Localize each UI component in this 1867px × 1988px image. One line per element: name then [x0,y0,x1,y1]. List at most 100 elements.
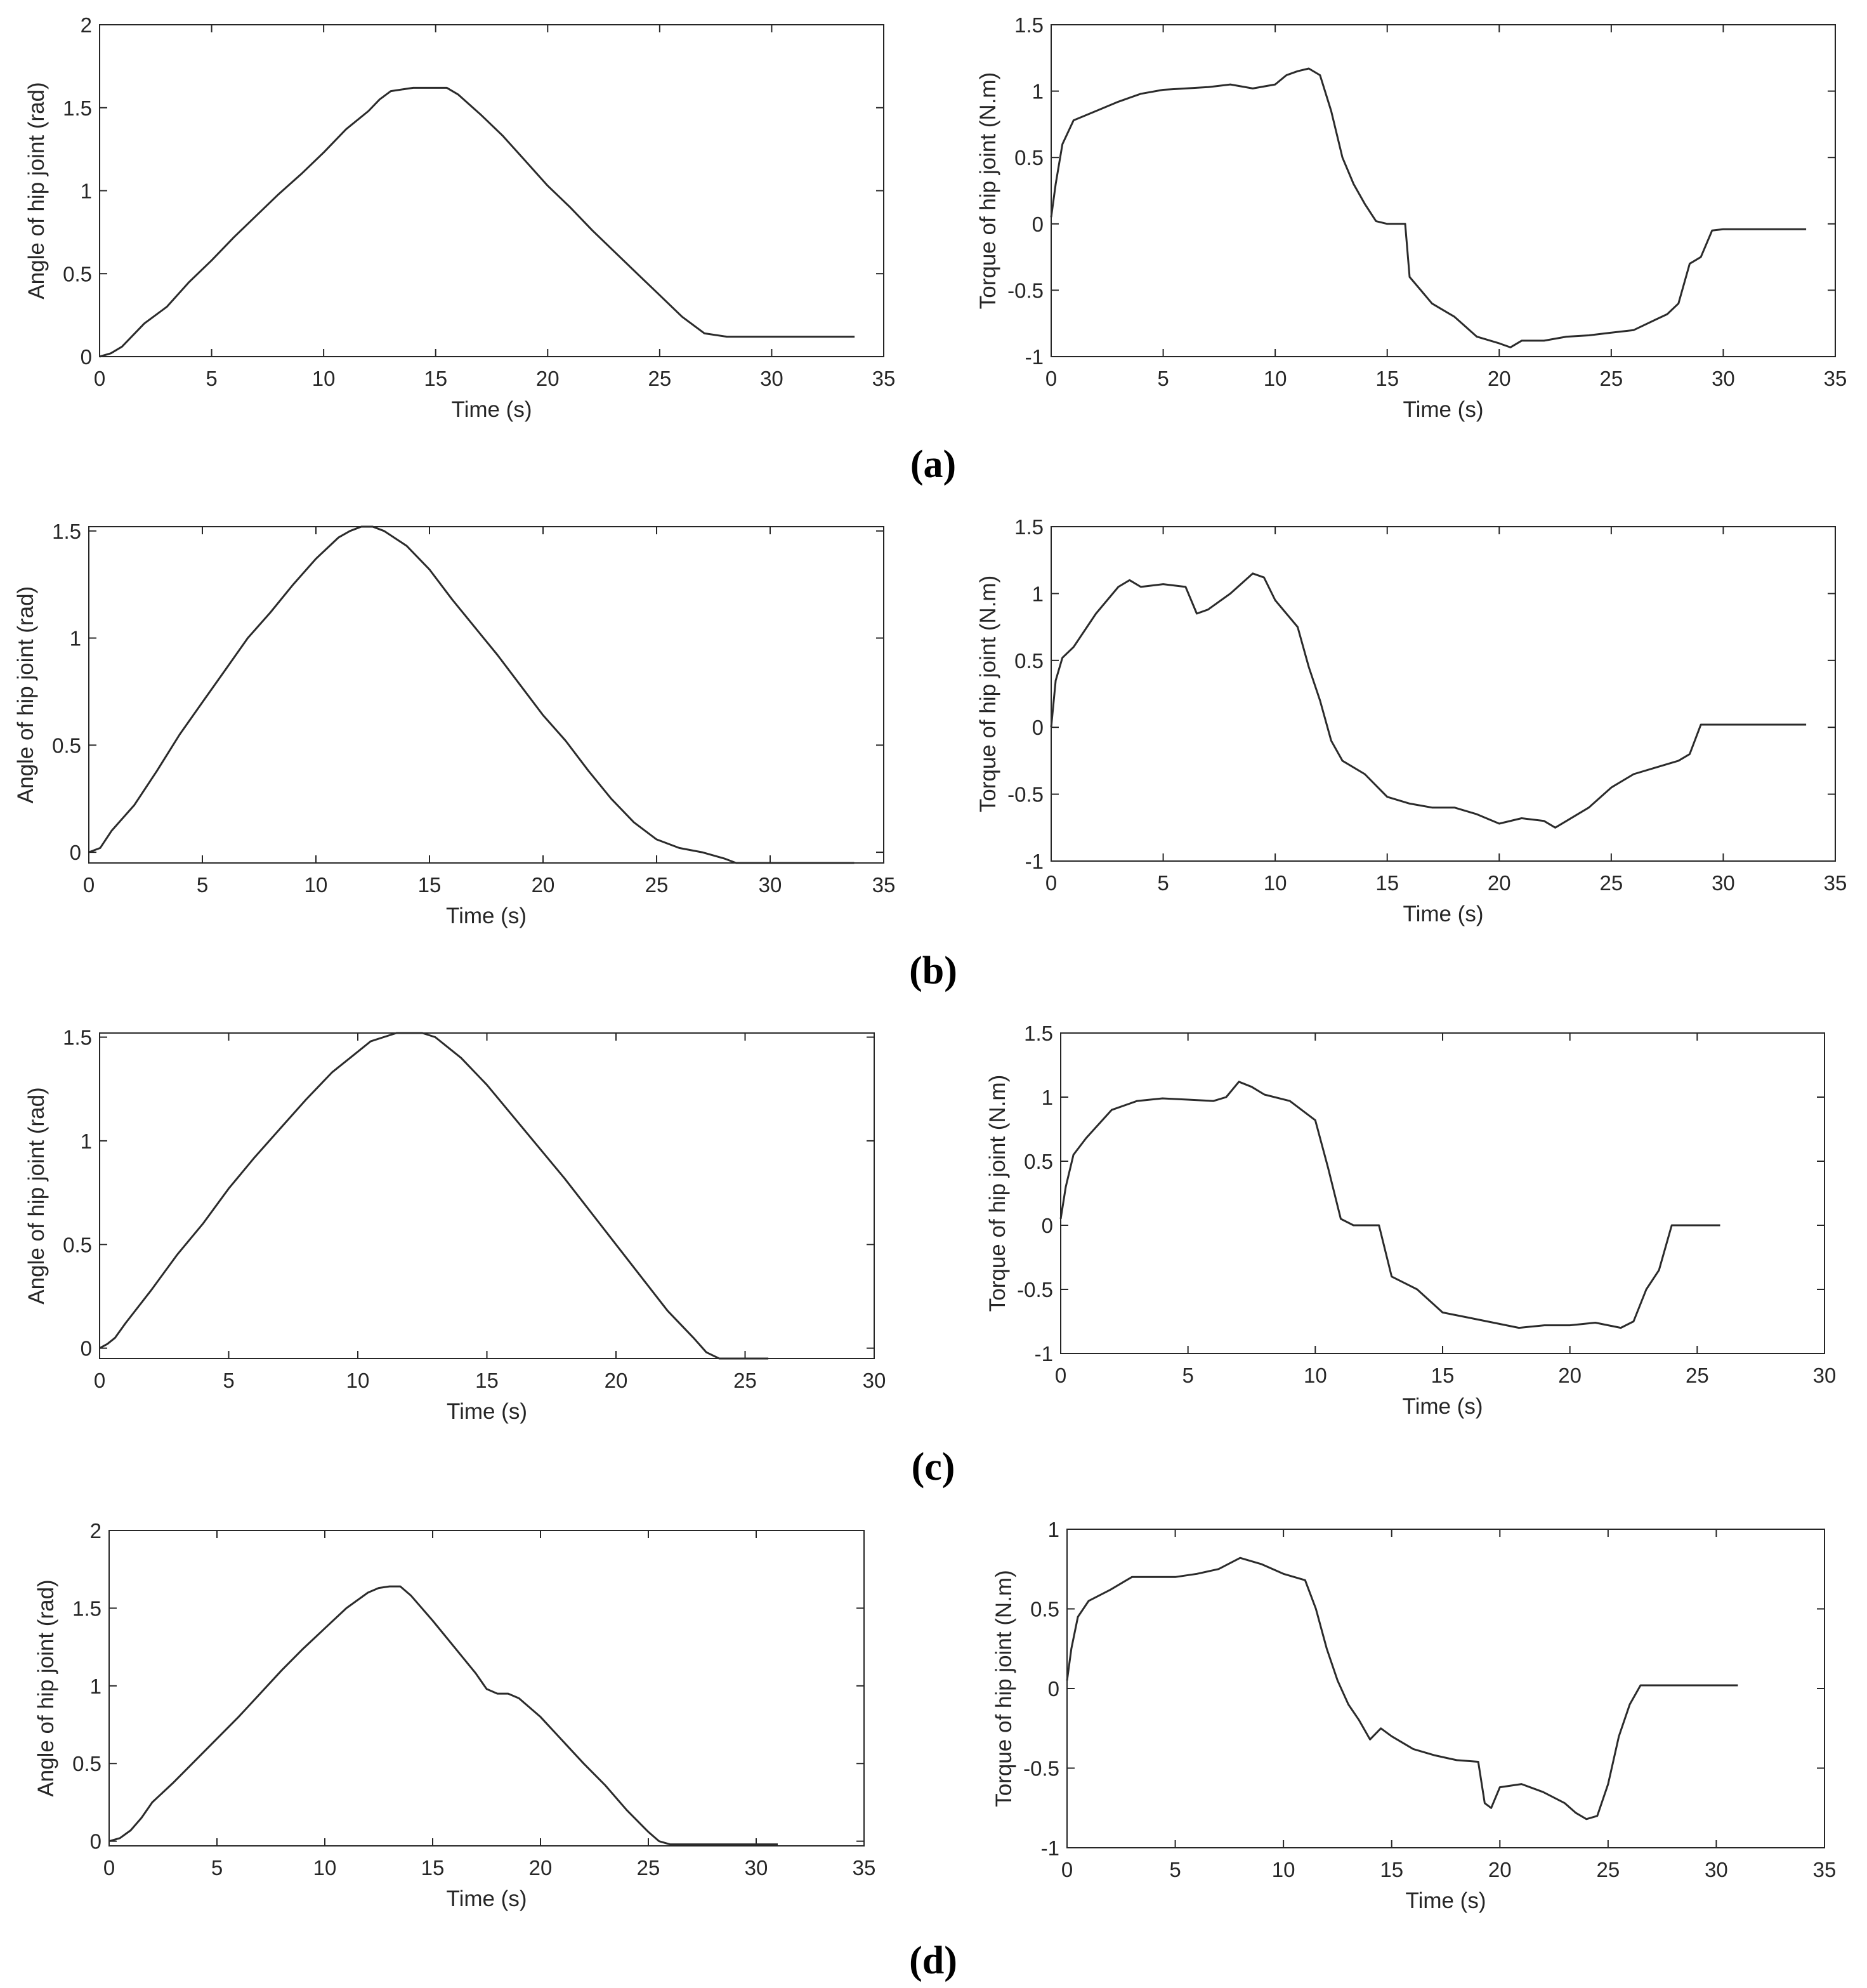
x-tick-label: 25 [637,1856,660,1879]
x-tick-label: 0 [1045,871,1057,895]
x-tick-label: 5 [1182,1364,1193,1387]
y-tick-label: -1 [1025,345,1044,369]
panel-label-a: (a) [910,443,956,486]
x-tick-label: 25 [1596,1858,1620,1881]
x-tick-label: 20 [536,367,560,390]
x-tick-label: 25 [645,873,669,897]
y-tick-label: -0.5 [1023,1757,1059,1781]
y-tick-label: 0 [90,1830,102,1853]
y-tick-label: 1.5 [1014,515,1044,539]
y-tick-label: 1 [1042,1086,1053,1109]
x-tick-label: 10 [346,1369,370,1392]
y-tick-label: 1.5 [1014,13,1044,37]
y-axis-label: Angle of hip joint (rad) [24,1087,49,1304]
y-tick-label: 1 [70,627,81,650]
y-tick-label: 1.5 [1024,1022,1053,1045]
x-tick-label: 20 [529,1856,553,1879]
y-tick-label: 0 [1032,716,1044,739]
x-tick-label: 5 [1169,1858,1181,1881]
y-tick-label: 0.5 [1014,649,1044,673]
x-tick-label: 15 [1380,1858,1403,1881]
x-tick-label: 0 [103,1856,115,1879]
x-tick-label: 5 [1157,367,1169,390]
x-tick-label: 10 [1264,367,1287,390]
x-tick-label: 15 [1375,871,1399,895]
x-tick-label: 20 [1488,1858,1512,1881]
y-tick-label: -1 [1035,1342,1053,1366]
x-axis-label: Time (s) [446,1886,527,1911]
x-tick-label: 15 [421,1856,445,1879]
y-tick-label: 0 [81,345,92,369]
chart-c-torque: 0 5 10 15 20 25 30 -1 -0.5 0 0.5 1 1.5 Time (s) Torque… [985,1022,1836,1419]
series-line-angle [99,1032,769,1360]
x-tick-label: 30 [745,1856,768,1879]
x-tick-label: 35 [1824,871,1847,895]
y-tick-label: 1.5 [63,1026,92,1050]
x-tick-label: 0 [94,1369,105,1392]
x-axis-label: Time (s) [1403,902,1483,926]
x-tick-label: 30 [1813,1364,1837,1387]
x-tick-label: 15 [418,873,442,897]
series-line-angle [88,525,855,864]
x-tick-label: 20 [605,1369,628,1392]
x-tick-label: 20 [1558,1364,1582,1387]
x-tick-label: 5 [211,1856,223,1879]
y-tick-label: -0.5 [1007,279,1044,302]
x-tick-label: 10 [312,367,336,390]
series-line-torque [1066,1557,1738,1820]
x-tick-label: 35 [1813,1858,1837,1881]
x-tick-label: 20 [1488,367,1511,390]
x-tick-label: 30 [863,1369,886,1392]
y-axis-label: Torque of hip joint (N.m) [976,576,1000,812]
y-tick-label: 1 [81,180,92,203]
y-tick-label: 2 [81,13,92,37]
x-axis-label: Time (s) [451,397,532,422]
x-tick-label: 30 [1712,367,1735,390]
series-line-torque [1050,67,1807,348]
x-tick-label: 5 [1157,871,1169,895]
x-tick-label: 0 [1055,1364,1066,1387]
plot-frame [1051,24,1836,357]
y-tick-label: 1 [1032,582,1044,605]
y-tick-label: -1 [1025,850,1044,873]
x-tick-label: 0 [83,873,95,897]
series-line-torque [1050,572,1807,829]
x-tick-label: 20 [532,873,555,897]
y-axis-label: Torque of hip joint (N.m) [992,1570,1016,1807]
panel-label-c: (c) [912,1445,955,1489]
chart-b-torque: 0 5 10 15 20 25 30 35 -1 -0.5 0 0.5 1 1.5 Time (s) Torq… [976,515,1847,926]
y-tick-label: 0 [81,1337,92,1360]
x-tick-label: 25 [1686,1364,1709,1387]
y-axis-label: Torque of hip joint (N.m) [985,1075,1010,1312]
x-tick-label: 10 [1264,871,1287,895]
x-tick-label: 5 [197,873,208,897]
y-tick-label: 2 [90,1519,102,1543]
x-tick-label: 20 [1488,871,1511,895]
x-tick-label: 10 [1272,1858,1295,1881]
x-tick-label: 30 [1712,871,1735,895]
y-tick-label: 0.5 [63,262,92,286]
x-tick-label: 30 [760,367,783,390]
x-tick-label: 15 [1431,1364,1455,1387]
plot-frame [1051,526,1836,862]
x-tick-label: 10 [305,873,328,897]
x-tick-label: 35 [872,873,896,897]
x-tick-label: 0 [1061,1858,1073,1881]
chart-a-torque: 0 5 10 15 20 25 30 35 -1 -0.5 0 0.5 1 1.5 Time (s) Torq… [976,13,1847,422]
x-tick-label: 30 [1705,1858,1728,1881]
x-axis-label: Time (s) [1403,397,1483,422]
series-line-angle [108,1585,778,1846]
x-tick-label: 15 [1375,367,1399,390]
series-line-torque [1059,1081,1720,1329]
y-tick-label: 0.5 [1024,1150,1053,1173]
y-tick-label: 0.5 [1014,146,1044,169]
y-tick-label: 0 [1032,213,1044,236]
y-tick-label: 1 [90,1675,102,1698]
chart-d-angle: 0 5 10 15 20 25 30 35 0 0.5 1 1.5 2 Time (s) Angle of … [34,1519,875,1911]
x-tick-label: 0 [1045,367,1057,390]
y-tick-label: 0.5 [63,1233,92,1256]
chart-c-angle: 0 5 10 15 20 25 30 0 0.5 1 1.5 Time (s) Angle of hip… [24,1026,886,1424]
